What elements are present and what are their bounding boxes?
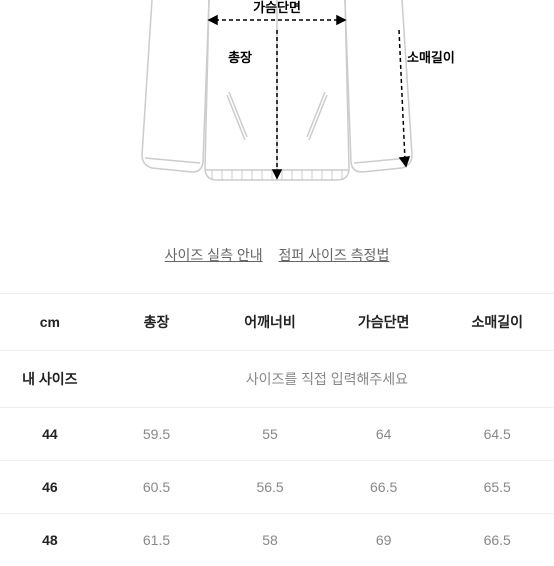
cell: 60.5 [100, 461, 214, 514]
cell: 64.5 [440, 408, 554, 461]
size-label: 44 [0, 408, 100, 461]
cell: 66.5 [440, 514, 554, 566]
cell: 69 [327, 514, 441, 566]
col-header: 소매길이 [440, 294, 554, 351]
measure-method-link[interactable]: 점퍼 사이즈 측정법 [279, 247, 390, 263]
my-size-row: 내 사이즈 사이즈를 직접 입력해주세요 [0, 351, 554, 408]
cell: 55 [213, 408, 327, 461]
size-guide-link[interactable]: 사이즈 실측 안내 [165, 247, 263, 263]
my-size-label: 내 사이즈 [0, 351, 100, 408]
sleeve-label: 소매길이 [407, 50, 455, 65]
col-header: 총장 [100, 294, 214, 351]
cell: 59.5 [100, 408, 214, 461]
cell: 58 [213, 514, 327, 566]
table-row: 46 60.5 56.5 66.5 65.5 [0, 461, 554, 514]
col-header: 가슴단면 [327, 294, 441, 351]
my-size-input[interactable]: 사이즈를 직접 입력해주세요 [100, 351, 554, 408]
col-header: 어깨너비 [213, 294, 327, 351]
table-row: 44 59.5 55 64 64.5 [0, 408, 554, 461]
cell: 56.5 [213, 461, 327, 514]
jacket-diagram: 가슴단면 총장 소매길이 [0, 0, 554, 215]
cell: 66.5 [327, 461, 441, 514]
chest-label: 가슴단면 [253, 0, 301, 15]
size-label: 48 [0, 514, 100, 566]
links-row: 사이즈 실측 안내 점퍼 사이즈 측정법 [0, 245, 554, 265]
table-header-row: cm 총장 어깨너비 가슴단면 소매길이 [0, 294, 554, 351]
cell: 65.5 [440, 461, 554, 514]
cell: 64 [327, 408, 441, 461]
size-table: cm 총장 어깨너비 가슴단면 소매길이 내 사이즈 사이즈를 직접 입력해주세… [0, 293, 554, 566]
length-label: 총장 [228, 50, 252, 65]
unit-header: cm [0, 294, 100, 351]
size-label: 46 [0, 461, 100, 514]
table-row: 48 61.5 58 69 66.5 [0, 514, 554, 566]
cell: 61.5 [100, 514, 214, 566]
